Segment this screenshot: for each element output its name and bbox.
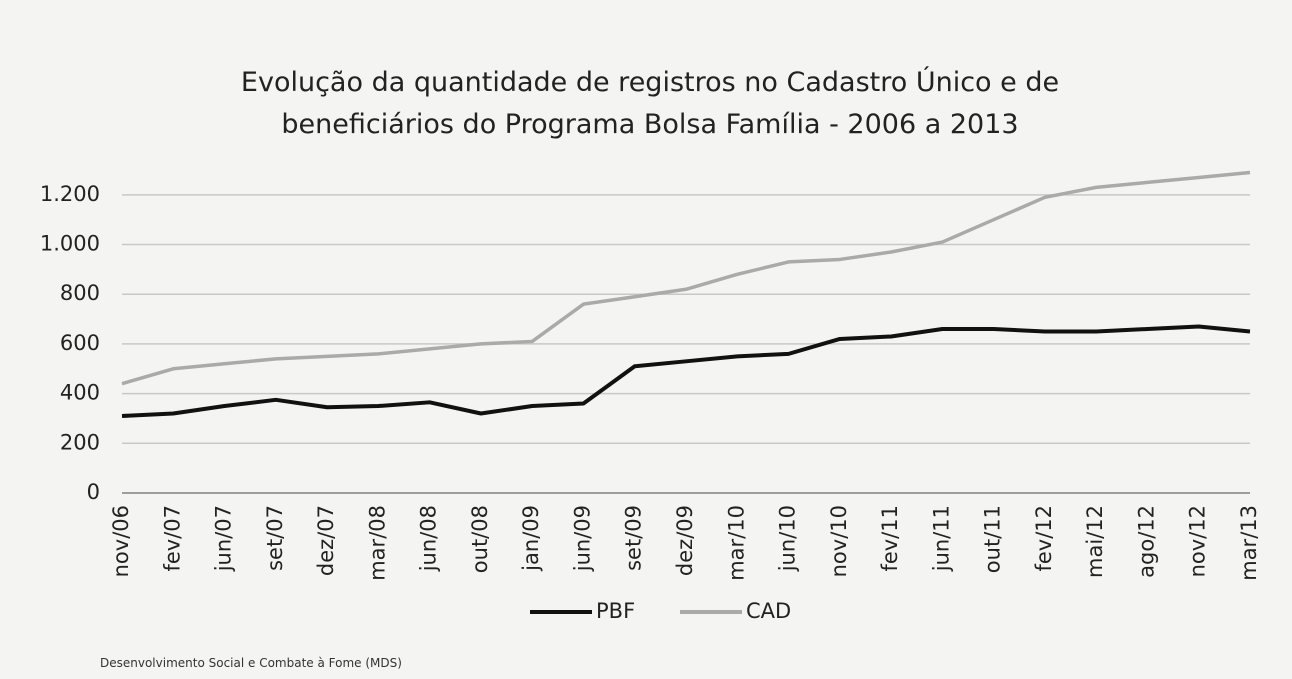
x-tick-label: mar/10 [724, 505, 748, 581]
x-tick-label: mai/12 [1083, 505, 1107, 578]
source-note: Desenvolvimento Social e Combate à Fome … [100, 656, 402, 670]
legend-label: CAD [746, 599, 791, 623]
y-tick-label: 600 [60, 331, 100, 355]
x-tick-label: jun/07 [212, 505, 236, 572]
x-tick-label: set/07 [263, 505, 287, 571]
y-tick-label: 1.000 [40, 232, 100, 256]
y-tick-label: 800 [60, 281, 100, 305]
chart-title: Evolução da quantidade de registros no C… [240, 67, 1060, 140]
x-tick-label: out/11 [981, 505, 1005, 573]
x-tick-label: dez/07 [314, 505, 338, 576]
y-tick-label: 200 [60, 430, 100, 454]
legend-label: PBF [596, 599, 635, 623]
y-tick-label: 1.200 [40, 182, 100, 206]
x-tick-label: fev/11 [878, 505, 902, 572]
y-tick-label: 400 [60, 381, 100, 405]
x-tick-label: jun/08 [417, 505, 441, 572]
series-line [121, 324, 1251, 418]
series-line [121, 170, 1251, 386]
x-tick-label: mar/08 [365, 505, 389, 581]
x-tick-label: dez/09 [673, 505, 697, 576]
x-tick-label: mar/13 [1237, 505, 1261, 581]
x-tick-label: ago/12 [1134, 505, 1158, 578]
x-tick-label: fev/07 [160, 505, 184, 572]
y-tick-label: 0 [87, 480, 100, 504]
x-tick-label: jun/10 [776, 505, 800, 572]
x-tick-label: set/09 [622, 505, 646, 571]
x-tick-label: jun/11 [929, 505, 953, 572]
x-tick-label: nov/12 [1186, 505, 1210, 577]
x-tick-label: out/08 [468, 505, 492, 573]
x-tick-label: fev/12 [1032, 505, 1056, 572]
x-tick-label: jun/09 [570, 505, 594, 572]
x-tick-label: nov/10 [827, 505, 851, 577]
x-tick-label: jan/09 [519, 505, 543, 572]
x-tick-label: nov/06 [109, 505, 133, 577]
